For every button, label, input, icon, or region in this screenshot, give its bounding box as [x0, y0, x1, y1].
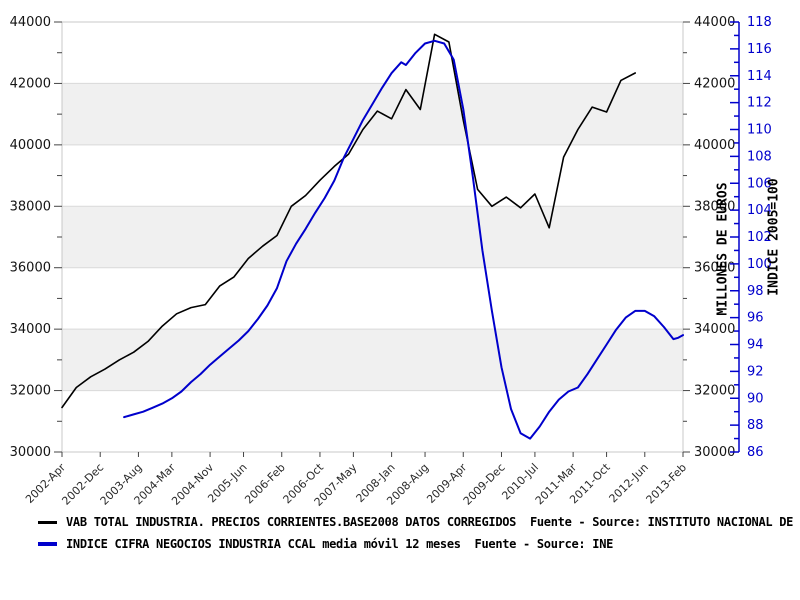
y-axis-tick-label-left: 40000	[10, 138, 51, 153]
y-axis-tick-label-right: 40000	[694, 138, 735, 153]
y-axis-tick-label-left: 36000	[10, 261, 51, 276]
y-axis-title-millones-euros: MILLONES DE EUROS	[715, 182, 731, 316]
indice-axis-tick-label: 86	[747, 445, 764, 460]
indice-axis-tick-label: 98	[747, 284, 764, 299]
y-axis-tick-label-right: 34000	[694, 322, 735, 337]
indice-axis-tick-label: 104	[747, 203, 772, 218]
y-axis-tick-label-left: 44000	[10, 15, 51, 30]
indice-axis-tick-label: 88	[747, 418, 764, 433]
series-line-vab	[61, 33, 637, 409]
y-axis-title-indice-2005: INDICE 2005=100	[766, 178, 782, 296]
y-axis-tick-label-left: 38000	[10, 199, 51, 214]
legend: VAB TOTAL INDUSTRIA. PRECIOS CORRIENTES.…	[38, 511, 800, 555]
x-axis-tick-label: 2009-Dec	[461, 461, 508, 508]
y-axis-tick-label-right: 30000	[694, 445, 735, 460]
legend-label-vab: VAB TOTAL INDUSTRIA. PRECIOS CORRIENTES.…	[66, 515, 800, 529]
indice-axis-tick-label: 94	[747, 338, 764, 353]
legend-entry-indice: INDICE CIFRA NEGOCIOS INDUSTRIA CCAL med…	[38, 533, 800, 555]
series-line-indice	[123, 39, 684, 440]
indice-axis-tick-label: 110	[747, 123, 772, 138]
y-axis-tick-label-left: 42000	[10, 76, 51, 91]
indice-axis-tick-label: 116	[747, 42, 772, 57]
x-axis-tick-label: 2013-Feb	[644, 461, 690, 507]
x-axis-tick-label: 2006-Feb	[242, 461, 288, 507]
legend-label-indice: INDICE CIFRA NEGOCIOS INDUSTRIA CCAL med…	[66, 537, 614, 551]
legend-entry-vab: VAB TOTAL INDUSTRIA. PRECIOS CORRIENTES.…	[38, 511, 800, 533]
y-axis-tick-label-left: 30000	[10, 445, 51, 460]
y-axis-tick-label-left: 32000	[10, 384, 51, 399]
y-axis-tick-label-right: 36000	[694, 261, 735, 276]
plot-band	[62, 206, 683, 268]
y-axis-tick-label-right: 44000	[694, 15, 735, 30]
indice-line-swatch-icon	[38, 542, 57, 546]
vab-line-swatch-icon	[38, 520, 57, 524]
indice-axis-tick-label: 114	[747, 69, 772, 84]
indice-axis-tick-label: 100	[747, 257, 772, 272]
y-axis-tick-label-right: 38000	[694, 199, 735, 214]
y-axis-tick-label-left: 34000	[10, 322, 51, 337]
indice-axis-tick-label: 112	[747, 96, 772, 111]
indice-axis-tick-label: 92	[747, 364, 764, 379]
indice-axis-tick-label: 102	[747, 230, 772, 245]
indice-axis-tick-label: 108	[747, 149, 772, 164]
plot-band	[62, 83, 683, 145]
indice-axis-tick-label: 118	[747, 15, 772, 30]
plot-band	[62, 329, 683, 391]
indice-axis-tick-label: 106	[747, 176, 772, 191]
y-axis-tick-label-right: 42000	[694, 76, 735, 91]
indice-axis-tick-label: 90	[747, 391, 764, 406]
y-axis-tick-label-right: 32000	[694, 384, 735, 399]
indice-axis-tick-label: 96	[747, 311, 764, 326]
